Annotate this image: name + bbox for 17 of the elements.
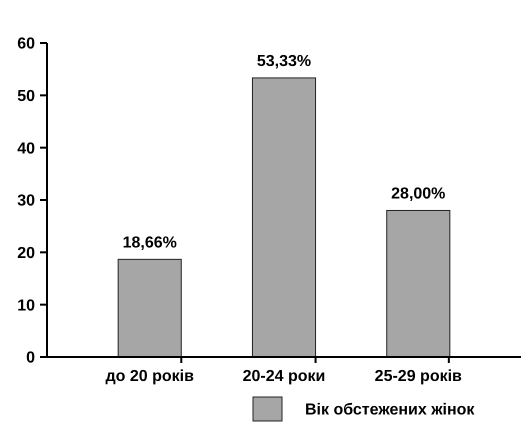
data-label: 18,66%	[122, 234, 177, 252]
y-tick-label: 0	[26, 350, 36, 367]
y-tick-label: 30	[17, 192, 36, 210]
x-tick-label: 20-24 роки	[242, 368, 326, 385]
y-tick-label: 50	[17, 88, 36, 105]
y-tick-label: 60	[17, 36, 36, 53]
bar	[118, 258, 182, 358]
x-tick-label: 25-29 років	[374, 368, 462, 385]
y-tick-label: 10	[17, 297, 36, 314]
legend-label: Вік обстежених жінок	[305, 402, 476, 419]
bar	[386, 210, 450, 358]
bar	[252, 77, 316, 358]
data-label: 53,33%	[256, 52, 312, 70]
y-tick-label: 40	[17, 140, 36, 158]
data-label: 28,00%	[391, 185, 446, 202]
x-tick-label: до 20 років	[105, 368, 194, 385]
y-tick-label: 20	[17, 244, 36, 262]
